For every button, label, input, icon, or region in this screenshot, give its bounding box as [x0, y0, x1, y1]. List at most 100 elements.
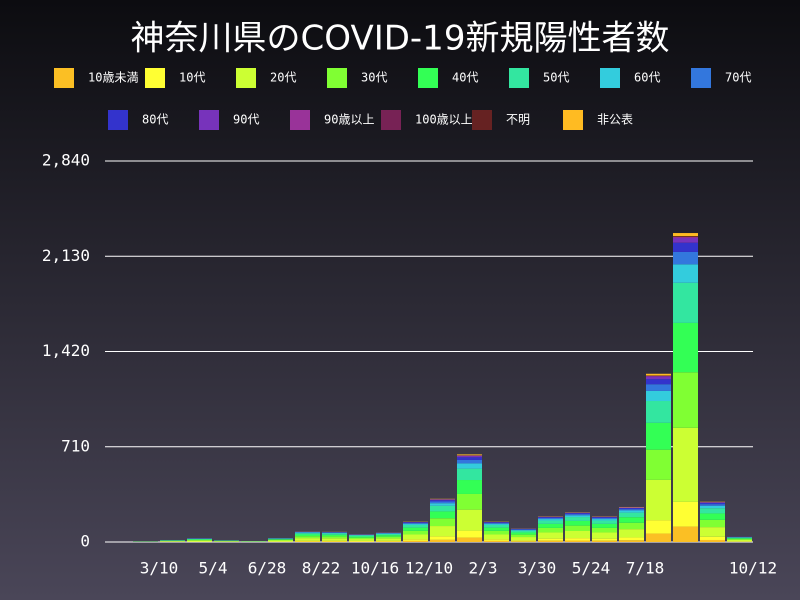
bar-segment — [349, 540, 374, 542]
bar-segment — [619, 517, 644, 523]
bar-segment — [430, 511, 455, 519]
bar-segment — [511, 541, 536, 542]
legend-label: 50代 — [543, 71, 569, 85]
bar-segment — [646, 479, 671, 521]
bar-segment — [349, 539, 374, 541]
bar-segment — [511, 534, 536, 538]
legend-swatch — [563, 110, 583, 130]
legend-label: 不明 — [506, 113, 530, 127]
bar-segment — [700, 502, 725, 503]
bar-segment — [673, 233, 698, 237]
bar-segment — [403, 524, 428, 528]
x-tick-label: 5/24 — [572, 559, 611, 578]
bar-segment — [457, 493, 482, 510]
bar-segment — [592, 538, 617, 541]
bar-segment — [592, 517, 617, 520]
bar-segment — [592, 517, 617, 518]
bar-segment — [673, 242, 698, 252]
legend-label: 10代 — [179, 71, 205, 85]
bar-segment — [619, 537, 644, 541]
bar-segment — [430, 499, 455, 501]
legend-label: 40代 — [452, 71, 478, 85]
bar-segment — [727, 539, 752, 540]
bar-segment — [673, 282, 698, 323]
bar-segment — [268, 538, 293, 540]
bar-segment — [538, 523, 563, 528]
legend-label: 90歳以上 — [324, 113, 374, 127]
bar-segment — [538, 540, 563, 542]
legend-swatch — [327, 68, 347, 88]
bar-segment — [187, 540, 212, 542]
x-tick-label: 7/18 — [626, 559, 665, 578]
bar-segment — [403, 522, 428, 523]
x-tick-label: 12/10 — [405, 559, 453, 578]
bar-segment — [322, 541, 347, 542]
bar-segment — [349, 535, 374, 537]
bar-segment — [295, 532, 320, 534]
bar-segment — [673, 236, 698, 237]
legend-label: 10歳未満 — [88, 71, 138, 85]
bar-segment — [403, 534, 428, 540]
legend-swatch — [145, 68, 165, 88]
bar-segment — [619, 508, 644, 510]
bar-segment — [187, 539, 212, 541]
bar-segment — [268, 539, 293, 541]
bar-segment — [673, 238, 698, 243]
bar-segment — [511, 529, 536, 531]
bar-segment — [673, 427, 698, 502]
bar-segment — [700, 508, 725, 514]
bar-segment — [700, 504, 725, 506]
bar-segment — [565, 517, 590, 521]
bar-segment — [673, 372, 698, 428]
bar-segment — [376, 536, 401, 539]
bar-segment — [430, 536, 455, 540]
x-tick-label: 10/12 — [729, 559, 777, 578]
bar-segment — [295, 534, 320, 537]
bar-segment — [484, 534, 509, 540]
bar-segment — [295, 536, 320, 539]
bar-segment — [322, 540, 347, 542]
bar-segment — [511, 530, 536, 533]
bar-segment — [592, 532, 617, 539]
legend-label: 80代 — [142, 113, 168, 127]
bar-segment — [565, 538, 590, 541]
bar-segment — [700, 519, 725, 528]
bar-segment — [511, 529, 536, 530]
bar-segment — [295, 538, 320, 541]
x-tick-label: 2/3 — [469, 559, 498, 578]
legend-swatch — [418, 68, 438, 88]
bar-segment — [538, 519, 563, 521]
bar-segment — [592, 523, 617, 528]
bar-segment — [700, 505, 725, 509]
bar-segment — [430, 518, 455, 527]
bar-segment — [295, 541, 320, 542]
bar-segment — [376, 535, 401, 537]
legend-label: 60代 — [634, 71, 660, 85]
bar-segment — [646, 390, 671, 402]
legend-swatch — [199, 110, 219, 130]
legend-swatch — [290, 110, 310, 130]
bar-segment — [538, 532, 563, 539]
bar-segment — [619, 540, 644, 542]
bar-segment — [565, 540, 590, 542]
legend-swatch — [381, 110, 401, 130]
bar-segment — [538, 527, 563, 533]
bar-segment — [376, 540, 401, 542]
bar-segment — [646, 520, 671, 534]
bar-segment — [376, 533, 401, 536]
bar-segment — [673, 237, 698, 239]
bar-segment — [484, 530, 509, 535]
bar-segment — [700, 527, 725, 537]
bar-segment — [565, 513, 590, 515]
bar-segment — [619, 509, 644, 511]
bar-segment — [619, 522, 644, 530]
bar-segment — [430, 505, 455, 512]
bar-segment — [673, 501, 698, 527]
legend-swatch — [472, 110, 492, 130]
bar-segment — [430, 526, 455, 537]
bar-segment — [268, 539, 293, 540]
legend-label: 90代 — [233, 113, 259, 127]
bar-segment — [403, 527, 428, 531]
bar-segment — [295, 540, 320, 542]
bar-segment — [673, 322, 698, 373]
